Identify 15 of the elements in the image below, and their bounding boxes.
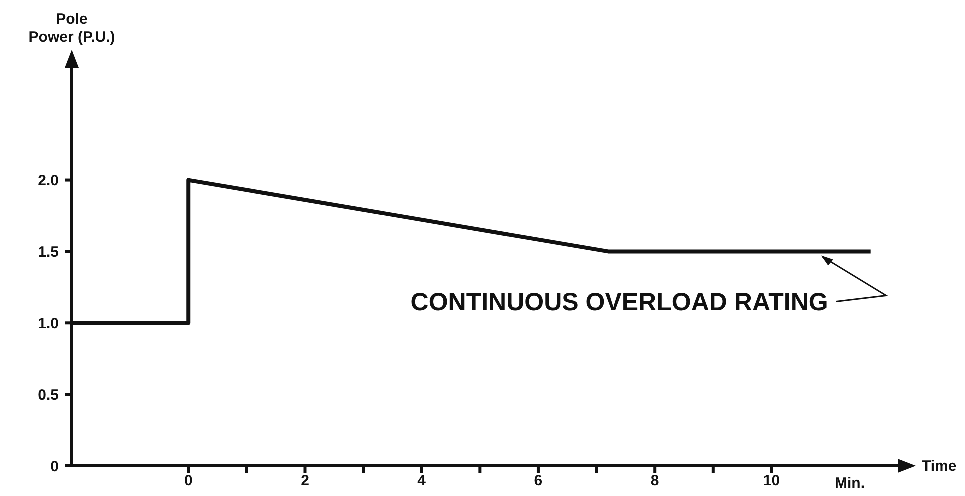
text: Min. (835, 475, 865, 492)
y-tick-label: 2.0 (38, 172, 59, 190)
y-tick-label: 0 (50, 458, 59, 476)
x-tick-label: 4 (418, 472, 427, 490)
y-axis-title: Pole Power (P.U.) (28, 11, 116, 46)
y-tick-label: 1.5 (38, 244, 59, 262)
x-tick-label: 2 (301, 472, 310, 490)
y-tick-label: 1.0 (38, 315, 59, 332)
y-tick-label: 0.5 (38, 386, 59, 404)
x-tick-label: 10 (763, 472, 780, 490)
annotation: CONTINUOUS OVERLOAD RATING (410, 288, 828, 317)
x-axis-title: Time (922, 458, 957, 475)
x-tick-label: 6 (534, 472, 543, 490)
x-tick-label: 8 (650, 472, 660, 490)
x-tick-label: 0 (184, 472, 193, 490)
